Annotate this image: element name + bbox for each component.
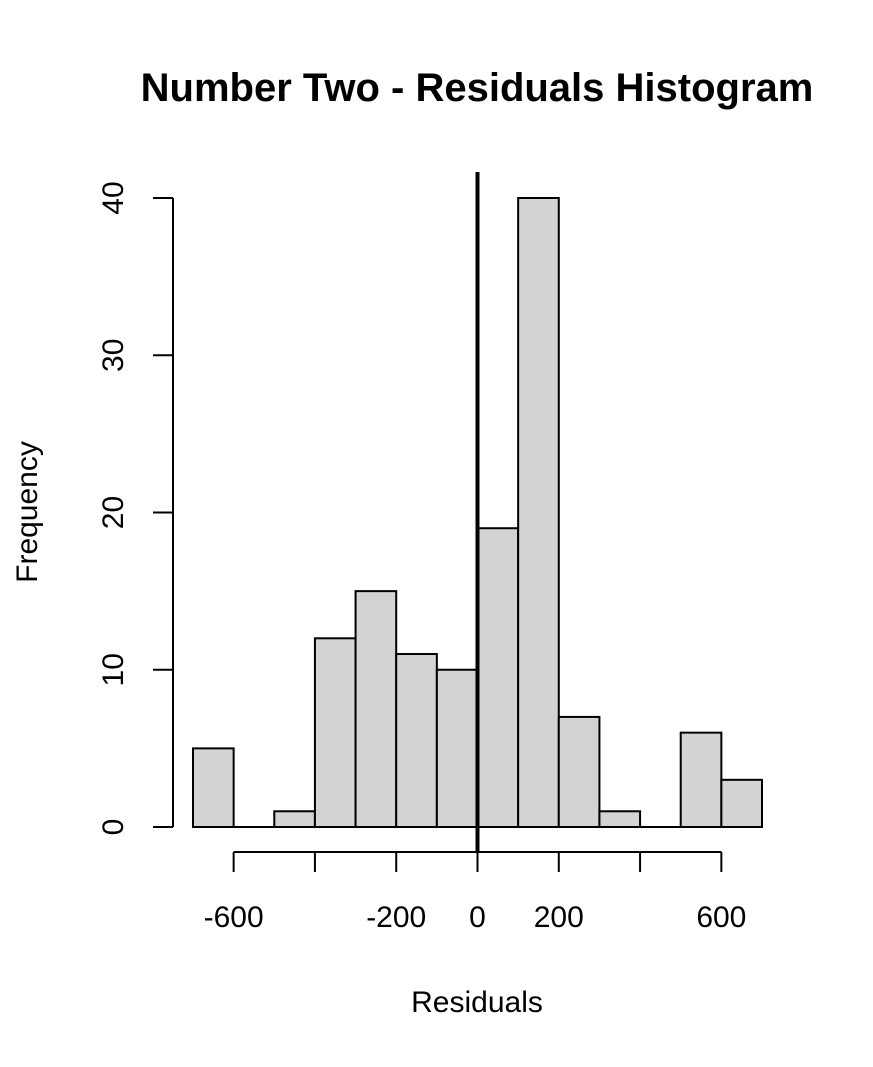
y-axis-label: Frequency xyxy=(11,441,44,583)
histogram-bar xyxy=(313,637,357,828)
x-tick-label: -200 xyxy=(366,901,426,934)
x-axis: -600 -200 0 200 600 xyxy=(204,851,746,934)
histogram-bar xyxy=(354,590,398,828)
histogram-bar xyxy=(273,810,316,829)
histogram-bar xyxy=(679,731,723,829)
y-tick-label: 0 xyxy=(97,819,130,836)
x-tick-label: 0 xyxy=(469,901,486,934)
histogram-bar xyxy=(557,715,601,828)
histogram-bar xyxy=(435,668,479,828)
histogram-bar xyxy=(720,778,763,829)
histogram-bar xyxy=(395,653,438,829)
y-tick-label: 30 xyxy=(97,339,130,372)
histogram-bar xyxy=(598,810,642,829)
x-tick-label: -600 xyxy=(204,901,264,934)
chart-title: Number Two - Residuals Histogram xyxy=(141,66,814,110)
y-axis: 0 10 20 30 40 xyxy=(97,181,174,836)
x-tick-label: 600 xyxy=(696,901,746,934)
histogram-bar xyxy=(192,747,235,828)
x-axis-label: Residuals xyxy=(411,986,543,1019)
x-tick-label: 200 xyxy=(534,901,584,934)
bars-group xyxy=(192,197,763,829)
y-tick-label: 10 xyxy=(97,653,130,686)
y-tick-label: 20 xyxy=(97,496,130,529)
histogram-bar xyxy=(476,527,520,828)
histogram-bar xyxy=(517,197,560,828)
y-tick-label: 40 xyxy=(97,181,130,214)
